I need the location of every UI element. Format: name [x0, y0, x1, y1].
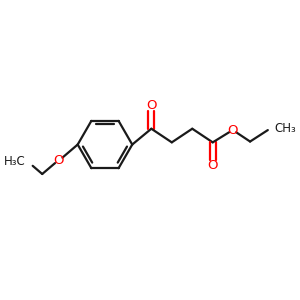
Text: O: O [208, 159, 218, 172]
Text: H₃C: H₃C [4, 155, 26, 168]
Text: CH₃: CH₃ [274, 122, 296, 135]
Text: O: O [146, 99, 157, 112]
Text: O: O [227, 124, 238, 136]
Text: O: O [53, 154, 64, 167]
